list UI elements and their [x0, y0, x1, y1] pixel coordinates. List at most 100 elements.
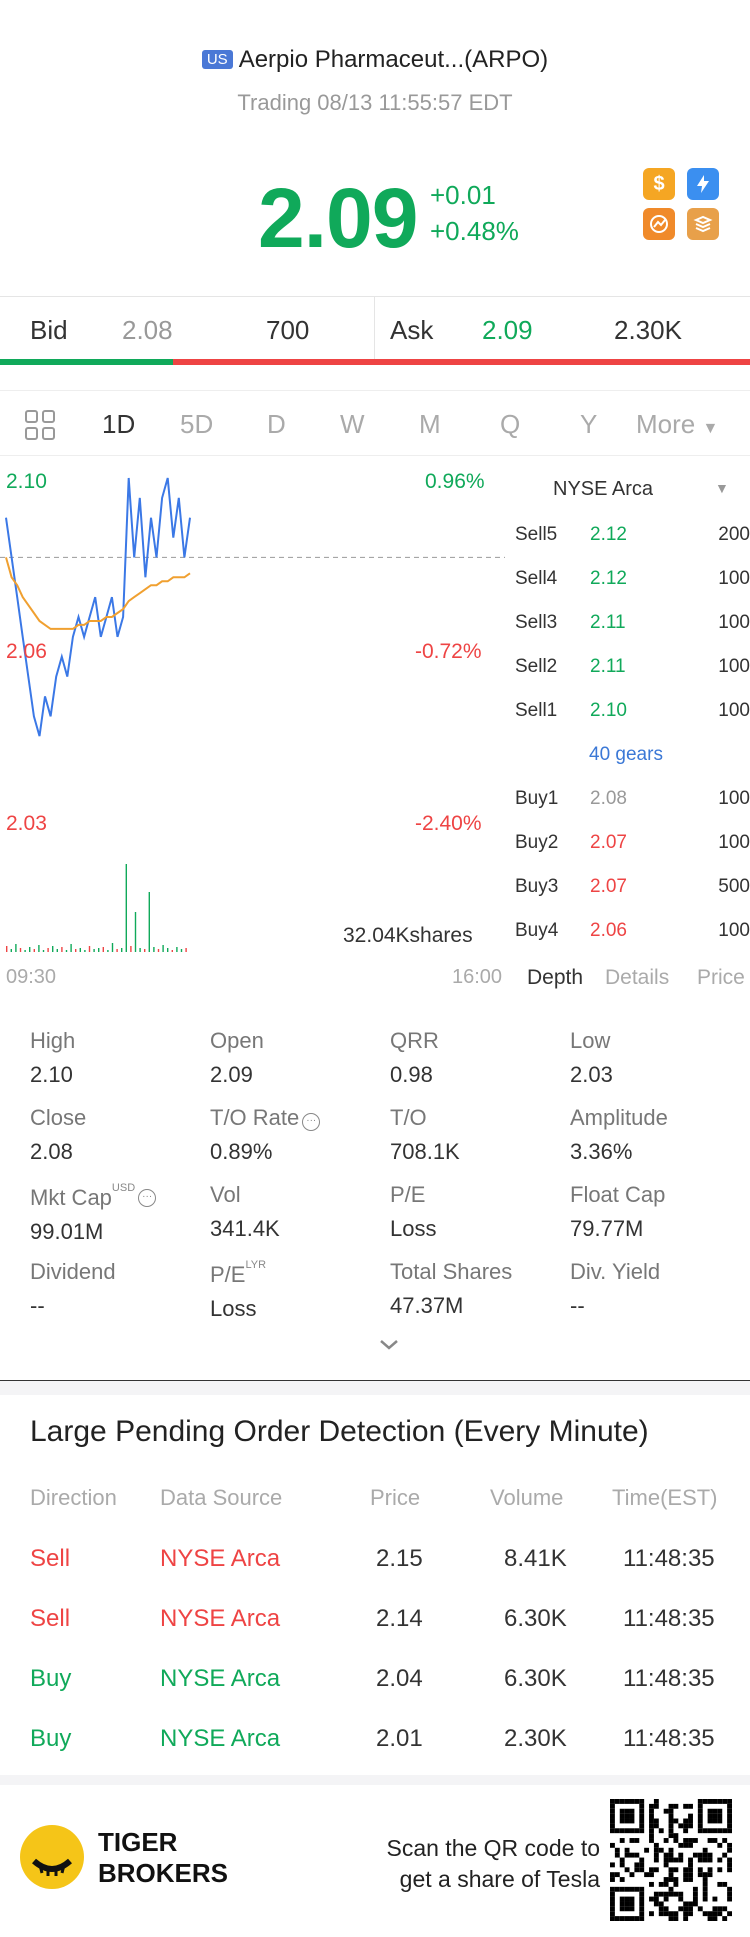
lyr-superscript: LYR	[245, 1259, 267, 1271]
bid-ask-ratio-bar	[0, 359, 750, 365]
volume-bar	[130, 946, 132, 952]
tiger-logo	[20, 1825, 84, 1889]
stat-high: High 2.10	[30, 1028, 76, 1087]
buy-row: Buy4 2.06 100	[505, 920, 750, 950]
promo-footer: TIGER BROKERS Scan the QR code to get a …	[0, 1785, 750, 1937]
buy-price: 2.07	[590, 832, 627, 853]
volume-bar	[180, 949, 183, 952]
gears-label: 40 gears	[589, 744, 663, 765]
gears-link[interactable]: 40 gears	[505, 744, 750, 774]
exchange-name: NYSE Arca	[553, 478, 654, 500]
tab-y[interactable]: Y	[580, 409, 598, 439]
lightning-icon[interactable]	[687, 168, 719, 200]
chart-end-time: 16:00	[452, 966, 503, 988]
section-gap	[0, 1381, 750, 1395]
buy-label: Buy1	[515, 788, 559, 809]
info-icon[interactable]: ···	[302, 1113, 321, 1131]
volume-bar	[144, 949, 146, 952]
tab-q[interactable]: Q	[500, 409, 521, 439]
volume-bar	[167, 948, 169, 952]
tab-price[interactable]: Price	[697, 966, 745, 989]
sell-volume: 100	[718, 612, 750, 633]
buy-label: Buy2	[515, 832, 559, 853]
sell-row: Sell4 2.12 100	[505, 568, 750, 598]
volume-bar	[33, 949, 35, 952]
stat-amplitude: Amplitude 3.36%	[570, 1105, 668, 1164]
stat-total-shares: Total Shares 47.37M	[390, 1259, 513, 1318]
tab-1d[interactable]: 1D	[102, 409, 136, 439]
buy-price: 2.07	[590, 876, 627, 897]
share-icon[interactable]	[643, 208, 675, 240]
bid-ask-divider	[374, 297, 375, 359]
volume-bar	[148, 892, 150, 952]
col-volume: Volume	[490, 1485, 564, 1510]
volume-label: 32.04Kshares	[343, 924, 473, 947]
sell-label: Sell5	[515, 524, 558, 545]
stack-icon[interactable]	[687, 208, 719, 240]
tab-details[interactable]: Details	[605, 966, 670, 989]
buy-row: Buy3 2.07 500	[505, 876, 750, 906]
volume-bar	[111, 943, 114, 952]
footer-gap	[0, 1775, 750, 1785]
tab-depth[interactable]: Depth	[527, 966, 584, 989]
period-tabs: 1D 5D D W M Q Y More ▼	[0, 390, 750, 456]
volume-bar	[102, 947, 104, 952]
volume-bar	[47, 948, 49, 952]
divider	[0, 1380, 750, 1381]
volume-bar	[70, 944, 72, 952]
sell-price: 2.11	[590, 612, 626, 633]
sell-volume: 100	[718, 700, 750, 721]
intraday-chart[interactable]: 2.10 0.96% 2.06 -0.72% 2.03 -2.40% 32.04…	[0, 466, 505, 1006]
stat-pe-lyr: P/ELYR Loss	[210, 1259, 267, 1321]
volume-bar	[121, 948, 123, 952]
dropdown-arrow-icon: ▼	[715, 480, 729, 496]
buy-volume: 100	[718, 832, 750, 853]
stat-qrr: QRR 0.98	[390, 1028, 439, 1087]
tab-w[interactable]: W	[340, 409, 365, 439]
qr-code[interactable]	[610, 1799, 732, 1921]
bid-ask-bar[interactable]: Bid 2.08 700 Ask 2.09 2.30K	[0, 296, 750, 366]
volume-bar	[162, 945, 164, 952]
grid-layout-icon[interactable]	[24, 409, 56, 446]
order-book: NYSE Arca ▼ Sell5 2.12 200 Sell4 2.12 100 Se…	[505, 466, 750, 1006]
dollar-icon[interactable]: $	[643, 168, 675, 200]
sell-volume: 100	[718, 568, 750, 589]
tab-m[interactable]: M	[419, 409, 441, 439]
buy-price: 2.08	[590, 788, 627, 809]
trading-status: Trading 08/13 11:55:57 EDT	[237, 90, 513, 115]
volume-bar	[79, 948, 81, 952]
expand-chevron-icon[interactable]	[378, 1338, 400, 1357]
price-change-abs: +0.01	[430, 180, 496, 210]
stat-dividend: Dividend --	[30, 1259, 116, 1318]
avg-price-line	[5, 557, 191, 630]
chart-high-price: 2.10	[6, 470, 47, 493]
volume-bar	[15, 944, 17, 952]
sell-volume: 100	[718, 656, 750, 677]
volume-bar	[176, 947, 178, 952]
table-row: Sell NYSE Arca 2.14 6.30K 11:48:35	[30, 1605, 715, 1632]
tab-more[interactable]: More ▼	[636, 409, 718, 440]
info-icon[interactable]: ···	[138, 1189, 157, 1207]
volume-bar	[52, 946, 54, 952]
volume-bar	[56, 949, 58, 952]
volume-bar	[84, 950, 86, 952]
tab-5d[interactable]: 5D	[180, 409, 214, 439]
stock-title[interactable]: US Aerpio Pharmaceut...(ARPO)	[0, 46, 750, 74]
bid-price: 2.08	[122, 315, 173, 345]
volume-bar	[134, 912, 137, 952]
tab-d[interactable]: D	[267, 409, 286, 439]
usd-superscript: USD	[111, 1182, 136, 1194]
sell-row: Sell3 2.11 100	[505, 612, 750, 642]
price-change-pct: +0.48%	[430, 216, 519, 246]
chevron-down-icon: ▼	[702, 420, 719, 437]
ask-label: Ask	[390, 315, 434, 345]
volume-bar	[125, 864, 127, 952]
stock-name: Aerpio Pharmaceut...(ARPO)	[238, 46, 549, 73]
stat-to-rate: T/O Rate ··· 0.89%	[210, 1105, 321, 1165]
col-direction: Direction	[30, 1485, 117, 1510]
stat-pe: P/E Loss	[390, 1182, 437, 1241]
stat-low: Low 2.03	[570, 1028, 613, 1087]
buy-row: Buy2 2.07 100	[505, 832, 750, 862]
volume-bar	[19, 948, 22, 952]
sell-row: Sell1 2.10 100	[505, 700, 750, 730]
